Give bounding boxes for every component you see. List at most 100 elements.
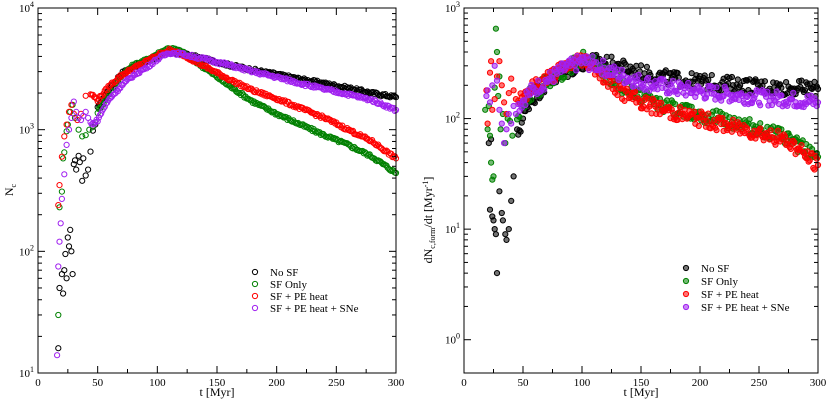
right-y-tick-label: 103 bbox=[445, 0, 460, 15]
data-point bbox=[668, 83, 675, 90]
data-point bbox=[100, 90, 107, 97]
legend-marker bbox=[251, 268, 259, 276]
data-point bbox=[509, 132, 516, 139]
left-series-2 bbox=[55, 45, 400, 209]
data-point bbox=[279, 113, 286, 120]
data-point bbox=[82, 172, 89, 179]
data-point bbox=[87, 148, 94, 155]
data-point bbox=[492, 231, 499, 238]
data-point bbox=[86, 126, 93, 133]
data-point bbox=[68, 114, 75, 122]
data-point bbox=[489, 106, 496, 113]
legend-marker bbox=[251, 292, 259, 300]
data-point bbox=[561, 74, 568, 81]
data-point bbox=[386, 105, 394, 112]
data-point bbox=[623, 85, 630, 92]
data-point bbox=[482, 106, 489, 113]
data-point bbox=[619, 66, 626, 74]
data-point bbox=[541, 86, 548, 93]
data-point bbox=[58, 188, 66, 195]
right-markers bbox=[482, 25, 822, 277]
data-point bbox=[608, 53, 615, 60]
data-point bbox=[228, 84, 235, 91]
data-point bbox=[56, 284, 63, 292]
data-point bbox=[486, 69, 494, 76]
data-point bbox=[501, 99, 508, 106]
data-point bbox=[589, 53, 596, 60]
data-point bbox=[791, 139, 798, 146]
data-point bbox=[70, 161, 77, 168]
data-point bbox=[488, 58, 495, 65]
right-x-tick-label: 150 bbox=[633, 377, 650, 389]
data-point bbox=[813, 155, 820, 162]
data-point bbox=[704, 118, 711, 125]
data-point bbox=[60, 155, 67, 162]
data-point bbox=[744, 125, 751, 132]
left-markers bbox=[54, 45, 400, 359]
data-point bbox=[63, 121, 70, 128]
data-point bbox=[502, 231, 509, 238]
data-point bbox=[535, 77, 542, 84]
data-point bbox=[69, 271, 76, 278]
data-point bbox=[490, 173, 497, 180]
data-point bbox=[213, 70, 221, 77]
data-point bbox=[685, 79, 692, 87]
data-point bbox=[733, 126, 740, 133]
data-point bbox=[61, 267, 68, 274]
data-point bbox=[641, 70, 648, 77]
data-point bbox=[746, 91, 753, 98]
data-point bbox=[674, 90, 681, 98]
data-point bbox=[73, 166, 80, 173]
data-point bbox=[287, 117, 295, 125]
data-point bbox=[498, 82, 505, 89]
data-point bbox=[510, 173, 517, 180]
data-point bbox=[505, 226, 512, 233]
data-point bbox=[80, 155, 87, 162]
data-point bbox=[119, 71, 126, 78]
left-y-axis-label: Nc bbox=[2, 183, 18, 196]
data-point bbox=[521, 97, 528, 104]
data-point bbox=[503, 236, 510, 243]
data-point bbox=[654, 104, 661, 111]
data-point bbox=[65, 243, 73, 250]
legend-label: SF Only bbox=[270, 279, 307, 291]
data-point bbox=[79, 177, 86, 184]
data-point bbox=[503, 126, 510, 133]
data-point bbox=[510, 87, 517, 94]
data-point bbox=[391, 107, 398, 115]
data-point bbox=[56, 182, 63, 189]
data-point bbox=[508, 75, 515, 82]
data-point bbox=[55, 263, 62, 270]
data-point bbox=[635, 71, 642, 79]
legend-marker bbox=[682, 264, 690, 272]
data-point bbox=[682, 92, 689, 99]
data-point bbox=[488, 159, 495, 166]
data-point bbox=[75, 126, 82, 133]
data-point bbox=[774, 127, 782, 134]
data-point bbox=[676, 103, 684, 111]
legend-marker bbox=[682, 277, 690, 285]
data-point bbox=[669, 109, 677, 116]
data-point bbox=[55, 202, 62, 209]
left-y-tick-label: 101 bbox=[19, 365, 34, 380]
right-y-tick-label: 100 bbox=[445, 332, 460, 347]
left-x-tick-label: 300 bbox=[388, 377, 405, 389]
data-point bbox=[761, 78, 769, 85]
data-point bbox=[601, 79, 608, 86]
legend-label: SF + PE heat bbox=[270, 291, 328, 303]
data-point bbox=[496, 106, 503, 113]
data-point bbox=[746, 116, 753, 123]
left-x-axis-label: t [Myr] bbox=[200, 385, 235, 399]
data-point bbox=[486, 206, 494, 213]
data-point bbox=[486, 132, 494, 139]
data-point bbox=[491, 96, 498, 103]
data-point bbox=[490, 217, 497, 224]
data-point bbox=[713, 84, 720, 91]
data-point bbox=[58, 195, 66, 202]
legend-marker bbox=[251, 280, 259, 288]
data-point bbox=[233, 80, 240, 88]
data-point bbox=[728, 73, 736, 81]
data-point bbox=[388, 104, 395, 111]
data-point bbox=[94, 118, 101, 125]
data-point bbox=[735, 96, 743, 104]
